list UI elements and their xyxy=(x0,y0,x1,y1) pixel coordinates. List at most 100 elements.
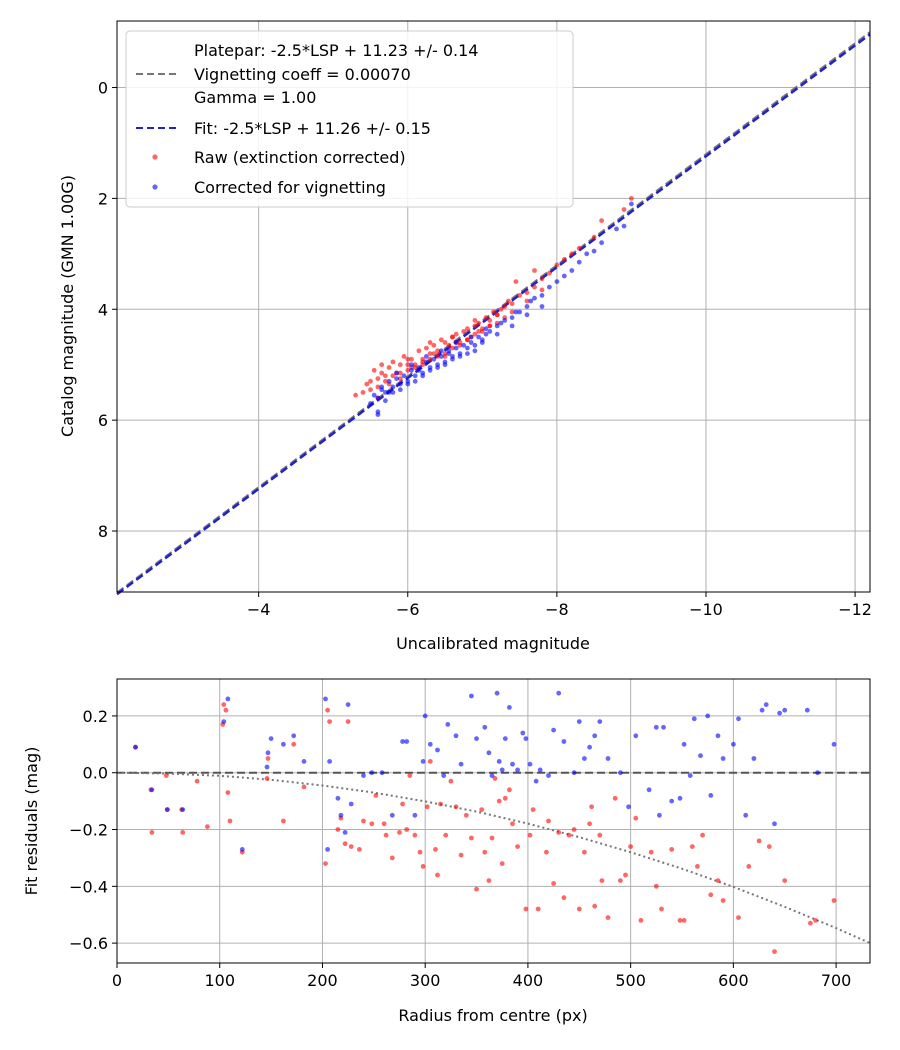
raw-point xyxy=(472,331,478,337)
raw-point xyxy=(756,838,762,844)
raw-point xyxy=(383,373,388,379)
raw-point xyxy=(375,384,381,390)
corrected-point xyxy=(389,812,395,818)
corrected-point xyxy=(446,351,452,356)
corrected-point xyxy=(424,359,429,365)
corrected-point xyxy=(515,767,520,773)
raw-point xyxy=(375,376,381,381)
corrected-point xyxy=(468,334,474,340)
raw-point xyxy=(530,807,536,812)
raw-point xyxy=(715,878,721,883)
corrected-point xyxy=(494,331,500,337)
raw-point xyxy=(180,830,186,835)
raw-point xyxy=(325,707,330,713)
raw-point xyxy=(405,362,411,368)
top-scatter-points xyxy=(353,196,634,417)
corrected-point xyxy=(715,733,721,739)
corrected-point xyxy=(489,773,495,778)
x-tick-label: −12 xyxy=(838,600,872,619)
raw-point xyxy=(659,906,664,912)
bottom-ticks: 0 100 200 300 400 500 600 700 0.2 0.0 −0.2 −0.4 −0.6 xyxy=(69,707,851,990)
raw-point xyxy=(476,320,481,326)
corrected-point xyxy=(465,345,470,351)
raw-point xyxy=(364,381,370,387)
raw-point xyxy=(648,849,654,855)
corrected-point xyxy=(461,342,467,348)
raw-point xyxy=(323,861,328,866)
raw-point xyxy=(509,301,515,307)
corrected-point xyxy=(472,342,478,348)
corrected-point xyxy=(264,764,270,770)
bottom-plot-frame xyxy=(116,678,871,964)
raw-point xyxy=(618,878,623,883)
top-x-axis-label: Uncalibrated magnitude xyxy=(396,634,590,653)
corrected-point xyxy=(571,770,577,776)
raw-point xyxy=(412,362,418,368)
corrected-point xyxy=(494,690,500,696)
corrected-point xyxy=(547,284,552,290)
raw-point xyxy=(766,844,772,849)
raw-point xyxy=(772,949,777,954)
raw-point xyxy=(405,356,411,362)
corrected-point xyxy=(338,812,344,818)
raw-point xyxy=(736,915,741,920)
corrected-point xyxy=(397,381,403,387)
x-tick-label: −10 xyxy=(689,600,723,619)
legend-platepar-line-3: Gamma = 1.00 xyxy=(194,88,316,107)
raw-point xyxy=(412,832,418,838)
raw-point xyxy=(502,795,508,801)
corrected-point xyxy=(576,719,582,724)
raw-point xyxy=(523,906,529,912)
corrected-point xyxy=(409,362,414,368)
corrected-point xyxy=(592,733,598,739)
raw-point xyxy=(517,293,522,298)
corrected-point xyxy=(401,373,407,379)
raw-point xyxy=(373,793,379,798)
raw-point xyxy=(221,702,227,707)
raw-point xyxy=(591,234,597,240)
raw-point xyxy=(566,832,572,838)
raw-point xyxy=(599,878,605,883)
raw-point xyxy=(782,878,788,883)
corrected-point xyxy=(591,248,597,254)
corrected-point xyxy=(394,376,399,381)
raw-point xyxy=(291,741,297,747)
raw-point xyxy=(397,370,403,376)
y-tick-label: −0.6 xyxy=(69,934,108,953)
corrected-point xyxy=(468,340,474,345)
corrected-point xyxy=(782,707,788,713)
x-tick-label: −4 xyxy=(247,600,271,619)
x-tick-label: 500 xyxy=(615,971,646,990)
raw-point xyxy=(386,365,392,370)
vignetting-line xyxy=(116,771,871,945)
corrected-point xyxy=(483,331,489,337)
corrected-point xyxy=(379,384,385,390)
raw-point xyxy=(556,830,562,835)
corrected-point xyxy=(416,367,422,373)
raw-point xyxy=(205,824,210,830)
corrected-point xyxy=(225,696,231,702)
raw-point xyxy=(381,821,387,827)
raw-point xyxy=(427,759,433,764)
corrected-point xyxy=(524,312,530,318)
raw-point xyxy=(633,815,639,821)
corrected-point xyxy=(759,707,765,713)
raw-point xyxy=(435,872,440,878)
corrected-point xyxy=(494,323,500,329)
corrected-point xyxy=(405,381,411,387)
top-plot-frame xyxy=(116,20,871,593)
corrected-point xyxy=(420,373,426,379)
raw-point xyxy=(369,821,375,827)
raw-point xyxy=(357,847,362,852)
corrected-point xyxy=(513,309,519,315)
corrected-point xyxy=(327,759,332,764)
raw-point xyxy=(561,895,567,901)
corrected-point xyxy=(815,770,820,776)
raw-point xyxy=(360,390,366,395)
corrected-point xyxy=(404,739,410,744)
corrected-point xyxy=(345,702,351,707)
corrected-point xyxy=(520,730,526,736)
top-chart: −4 −6 −8 −10 −12 0 2 4 6 8 Uncalibrated magnitude… xyxy=(58,20,872,653)
legend-platepar-line-2: Vignetting coeff = 0.00070 xyxy=(194,65,411,84)
raw-point xyxy=(576,245,582,251)
